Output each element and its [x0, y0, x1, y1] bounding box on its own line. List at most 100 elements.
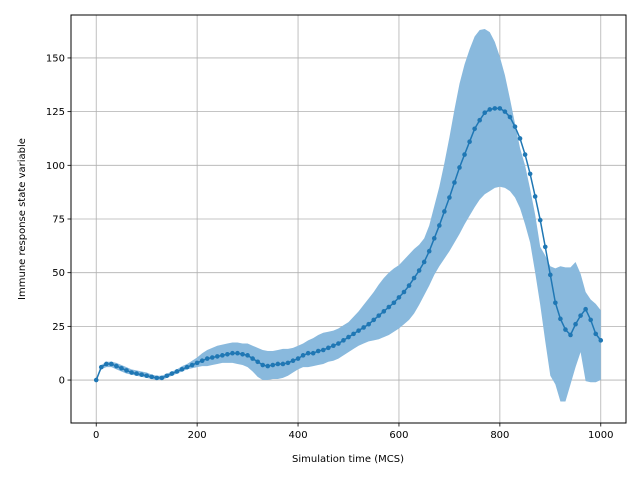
- data-point: [346, 334, 351, 340]
- data-point: [598, 338, 604, 343]
- data-point: [563, 327, 568, 332]
- data-point: [250, 356, 255, 361]
- data-point: [426, 248, 432, 254]
- data-point: [265, 363, 271, 369]
- data-point: [588, 317, 593, 323]
- data-point: [542, 244, 548, 250]
- data-point: [401, 289, 407, 295]
- data-point: [593, 331, 599, 337]
- data-point: [129, 370, 134, 375]
- y-tick-label: 0: [59, 376, 65, 387]
- data-point: [174, 369, 180, 374]
- data-point: [331, 343, 336, 348]
- data-point: [578, 313, 583, 318]
- data-point: [320, 347, 326, 353]
- data-point: [517, 136, 523, 141]
- data-point: [139, 372, 144, 377]
- data-point: [462, 152, 467, 157]
- data-point: [225, 351, 230, 357]
- data-point: [149, 374, 155, 380]
- data-point: [114, 363, 119, 369]
- data-point: [487, 107, 493, 112]
- data-point: [416, 268, 422, 273]
- x-tick-label: 400: [288, 430, 307, 441]
- data-point: [366, 321, 371, 327]
- x-tick-label: 600: [389, 430, 408, 441]
- data-point: [280, 361, 286, 367]
- data-point-layer: [93, 106, 604, 383]
- data-point: [573, 321, 578, 327]
- x-axis-label: Simulation time (MCS): [292, 454, 404, 465]
- data-point: [154, 375, 160, 381]
- data-point: [169, 371, 175, 376]
- data-point: [553, 300, 558, 306]
- data-point: [437, 223, 442, 228]
- data-point: [452, 180, 457, 185]
- y-tick-label: 50: [52, 268, 65, 279]
- data-point: [134, 371, 139, 376]
- data-point: [179, 367, 185, 372]
- data-point: [507, 114, 513, 120]
- data-point: [583, 306, 588, 312]
- x-tick-label: 800: [490, 430, 509, 441]
- y-tick-label: 125: [46, 107, 65, 118]
- confidence-band-layer: [96, 28, 601, 402]
- data-point: [341, 338, 346, 343]
- data-point: [351, 331, 356, 337]
- y-tick-label: 100: [46, 161, 65, 172]
- data-point: [159, 375, 165, 381]
- data-point: [406, 283, 412, 288]
- data-point: [98, 364, 104, 370]
- data-point: [220, 353, 225, 358]
- data-point: [305, 350, 311, 356]
- y-tick-label: 25: [52, 322, 65, 333]
- data-point: [235, 350, 240, 356]
- data-point: [215, 354, 220, 359]
- data-point: [371, 317, 377, 323]
- data-point: [477, 117, 482, 123]
- data-point: [548, 272, 553, 278]
- x-tick-label: 0: [93, 430, 99, 441]
- data-point: [204, 356, 210, 361]
- data-point: [326, 345, 331, 351]
- data-point: [270, 362, 276, 368]
- data-point: [361, 325, 366, 330]
- data-point: [285, 360, 291, 366]
- data-point: [336, 341, 341, 346]
- data-point: [457, 165, 462, 170]
- data-point: [119, 365, 124, 371]
- data-point: [537, 217, 543, 223]
- x-axis-ticks: 0 200 400 600 800 1000: [93, 423, 613, 441]
- data-point: [482, 110, 488, 116]
- data-point: [431, 236, 437, 241]
- data-point: [230, 350, 235, 356]
- data-point: [381, 309, 387, 314]
- data-point: [492, 106, 498, 111]
- data-point: [558, 316, 563, 322]
- confidence-band: [96, 28, 601, 402]
- data-point: [124, 368, 129, 373]
- data-point: [442, 209, 447, 214]
- data-point: [315, 348, 321, 354]
- data-point: [467, 139, 472, 144]
- data-point: [522, 152, 528, 157]
- data-point: [568, 332, 573, 338]
- data-point: [240, 351, 245, 357]
- y-tick-label: 75: [52, 215, 65, 226]
- data-point: [93, 377, 99, 383]
- data-point: [447, 195, 452, 200]
- data-point: [532, 194, 538, 199]
- data-point: [199, 358, 205, 364]
- x-tick-label: 1000: [588, 430, 613, 441]
- data-point: [245, 353, 250, 358]
- data-point: [290, 358, 296, 364]
- data-point: [391, 300, 397, 306]
- data-point: [497, 106, 503, 111]
- data-point: [512, 124, 518, 129]
- data-point: [260, 362, 266, 368]
- data-point: [527, 171, 533, 177]
- data-point: [386, 304, 392, 310]
- data-point: [194, 360, 200, 366]
- data-point: [502, 109, 508, 114]
